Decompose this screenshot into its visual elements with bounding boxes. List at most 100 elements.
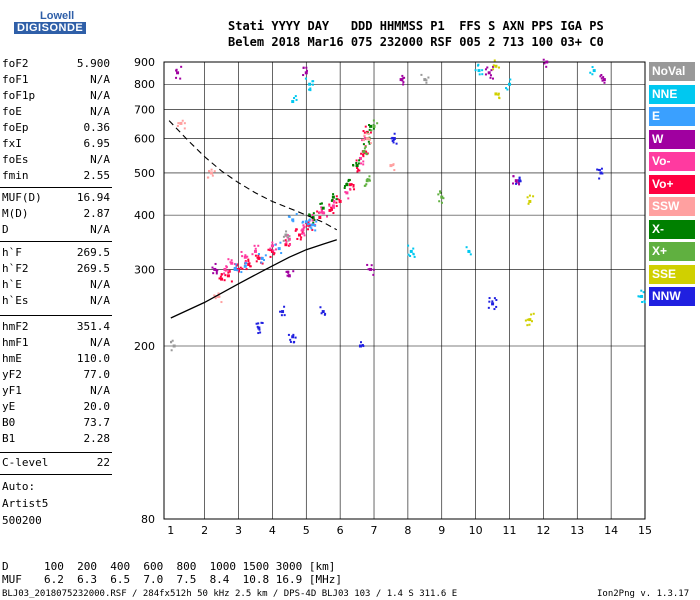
param-row-b0: B0 73.7	[2, 416, 110, 432]
data-point-w	[514, 179, 518, 183]
data-point-echo	[543, 62, 546, 65]
data-point-nne	[640, 294, 644, 298]
data-point-echo	[363, 134, 366, 137]
param-row-hf2: h`F2 269.5	[2, 262, 110, 278]
distance-label: D	[2, 560, 9, 573]
y-tick-label: 800	[134, 78, 155, 91]
x-tick-label: 6	[337, 524, 344, 537]
data-point-echo	[170, 341, 173, 344]
data-point-echo	[392, 139, 395, 142]
data-point-echo	[171, 339, 174, 342]
data-point-echo	[427, 76, 430, 79]
data-point-echo	[335, 195, 338, 198]
data-point-echo	[401, 74, 404, 77]
x-tick-label: 13	[570, 524, 584, 537]
data-point-echo	[287, 236, 290, 239]
data-point-echo	[236, 269, 239, 272]
data-point-vo-	[338, 199, 342, 203]
data-point-echo	[438, 190, 441, 193]
data-point-echo	[439, 191, 442, 194]
param-row-clevel: C-level 22	[2, 456, 110, 472]
data-point-nnw	[358, 344, 362, 348]
data-point-echo	[240, 250, 243, 253]
data-point-echo	[223, 279, 226, 282]
data-point-echo	[477, 63, 480, 66]
data-point-echo	[286, 274, 289, 277]
data-point-echo	[376, 122, 379, 125]
data-point-echo	[260, 321, 263, 324]
data-point-echo	[484, 73, 487, 76]
data-point-vo-	[308, 224, 312, 228]
data-point-w	[399, 78, 403, 82]
data-point-echo	[296, 237, 299, 240]
x-tick-label: 12	[536, 524, 550, 537]
data-point-echo	[292, 333, 295, 336]
data-point-echo	[181, 119, 184, 122]
data-point-echo	[493, 59, 496, 62]
data-point-echo	[220, 273, 223, 276]
data-point-echo	[603, 81, 606, 84]
data-point-echo	[314, 224, 317, 227]
param-row-d: D N/A	[2, 223, 110, 239]
data-point-echo	[320, 202, 323, 205]
auto-code: 500200	[2, 514, 42, 527]
data-point-echo	[176, 124, 179, 127]
data-point-x-	[372, 124, 376, 128]
data-point-echo	[257, 256, 260, 259]
data-point-vo-	[364, 137, 368, 141]
data-point-echo	[402, 83, 405, 86]
data-point-echo	[245, 268, 248, 271]
data-point-echo	[234, 266, 237, 269]
param-value: N/A	[90, 105, 110, 118]
data-point-w	[487, 71, 491, 75]
data-point-echo	[207, 176, 210, 179]
param-name: hmE	[2, 352, 22, 365]
data-point-echo	[305, 69, 308, 72]
data-point-echo	[211, 174, 214, 177]
legend-item-vo-: Vo-	[649, 152, 695, 171]
param-name: foEp	[2, 121, 29, 134]
data-point-echo	[332, 196, 335, 199]
data-point-echo	[282, 235, 285, 238]
data-point-echo	[530, 320, 533, 323]
data-point-echo	[249, 265, 252, 268]
data-point-echo	[256, 325, 259, 328]
legend-item-nne: NNE	[649, 84, 695, 104]
data-point-w	[304, 71, 308, 75]
data-point-echo	[227, 271, 230, 274]
data-point-nne	[308, 82, 312, 86]
data-point-echo	[269, 255, 272, 258]
data-point-echo	[352, 185, 355, 188]
data-point-vo-	[331, 204, 335, 208]
data-point-echo	[493, 297, 496, 300]
data-point-sse	[528, 318, 532, 322]
y-tick-label: 200	[134, 340, 155, 353]
data-point-echo	[392, 137, 395, 140]
param-value: 20.0	[83, 400, 111, 413]
param-row-fof1p: foF1p N/A	[2, 89, 110, 105]
param-name: hmF1	[2, 336, 29, 349]
data-point-echo	[372, 268, 375, 271]
data-point-echo	[269, 247, 272, 250]
data-point-echo	[293, 97, 296, 100]
data-point-noval	[284, 233, 288, 237]
data-point-echo	[347, 197, 350, 200]
data-point-echo	[368, 268, 371, 271]
data-point-echo	[638, 295, 641, 298]
data-point-echo	[254, 247, 257, 250]
data-point-echo	[355, 161, 358, 164]
data-point-echo	[311, 228, 314, 231]
data-point-echo	[358, 159, 361, 162]
data-point-vo-	[270, 244, 274, 248]
data-point-vo-	[318, 215, 322, 219]
data-point-echo	[320, 206, 323, 209]
param-row-hmf1: hmF1 N/A	[2, 336, 110, 352]
data-point-echo	[518, 183, 521, 186]
data-point-nnw	[281, 310, 285, 314]
data-point-sse	[528, 199, 532, 203]
data-point-echo	[338, 198, 341, 201]
data-point-echo	[312, 212, 315, 215]
data-point-echo	[474, 69, 477, 72]
data-point-echo	[409, 255, 412, 258]
data-point-echo	[294, 336, 297, 339]
